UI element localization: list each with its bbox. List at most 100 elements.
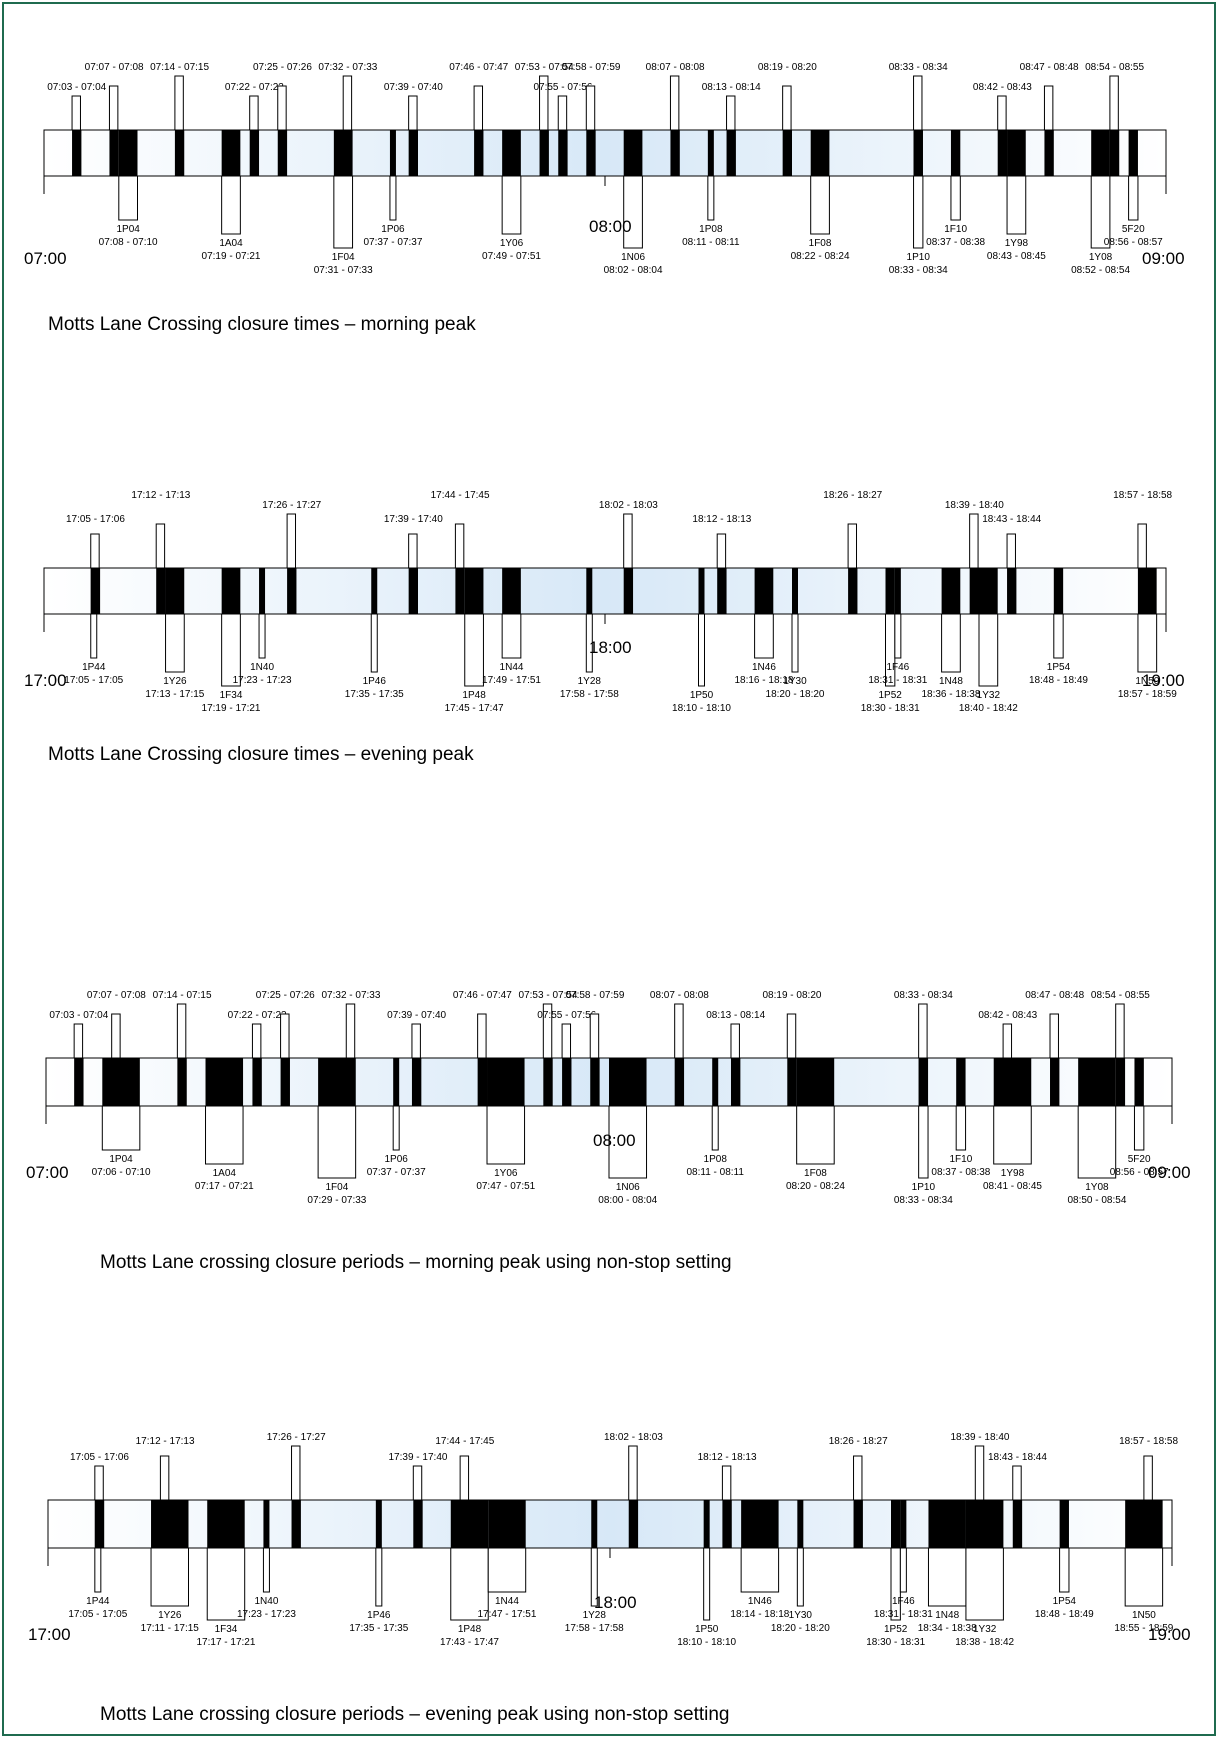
closure-below-label: 08:33 - 08:34 [889,265,948,276]
closure-above-block [726,130,736,176]
train-code-label: 1N46 [752,662,776,673]
closure-below-block [488,1500,526,1548]
closure-above-box [73,1023,84,1059]
closure-below-label: 07:19 - 07:21 [202,251,261,262]
closure-above-label: 08:47 - 08:48 [1025,990,1084,1001]
closure-above-label: 17:26 - 17:27 [262,500,321,511]
closure-above-box [913,75,923,131]
train-code-label: 1N50 [1135,676,1159,687]
train-code-label: 1P54 [1047,662,1071,673]
train-code-label: 1N48 [939,676,963,687]
closure-above-box [71,95,81,131]
closure-above-label: 07:55 - 07:56 [537,1010,596,1021]
closure-above-label: 18:26 - 18:27 [823,490,882,501]
closure-below-label: 17:58 - 17:58 [565,1623,624,1634]
closure-above-box [249,95,259,131]
train-code-label: 1A04 [213,1168,237,1179]
closure-below-label: 07:17 - 07:21 [195,1181,254,1192]
closure-above-block [177,1058,187,1106]
closure-above-label: 18:57 - 18:58 [1119,1436,1178,1447]
train-code-label: 1N48 [935,1610,959,1621]
closure-below-box [590,1547,598,1607]
closure-above-box [853,1455,863,1501]
closure-above-block [787,1058,797,1106]
closure-below-box [791,613,799,673]
closure-above-box [726,95,736,131]
train-code-label: 1Y06 [500,238,524,249]
diagram-am: 07:03 - 07:04 07:07 - 07:08 07:14 - 07:15 0… [24,62,1185,335]
closure-above-label: 17:26 - 17:27 [267,1432,326,1443]
closure-below-block [1137,568,1157,614]
closure-below-block [90,568,97,614]
train-code-label: 1N44 [500,662,524,673]
closure-above-block [562,1058,572,1106]
closure-below-label: 18:20 - 18:20 [766,689,825,700]
closure-below-block [941,568,961,614]
closure-above-label: 08:42 - 08:43 [973,82,1032,93]
closure-below-block [950,130,961,176]
closure-above-label: 07:14 - 07:15 [153,990,212,1001]
closure-below-box [221,175,241,235]
closure-below-block [1128,130,1138,176]
closure-below-label: 18:57 - 18:59 [1118,689,1177,700]
closure-below-box [1059,1547,1070,1593]
closure-above-box [459,1455,470,1501]
closure-above-box [561,1023,572,1059]
closure-below-label: 07:08 - 07:10 [99,237,158,248]
closure-above-box [1012,1465,1022,1501]
closure-below-box [501,175,522,235]
closure-below-label: 18:38 - 18:42 [955,1637,1014,1648]
closure-above-box [1002,1023,1013,1059]
closure-below-block [263,1500,270,1548]
closure-below-box [206,1547,246,1621]
closure-above-label: 08:54 - 08:55 [1085,62,1144,73]
closure-above-block [1044,130,1054,176]
closure-below-box [389,175,397,221]
closure-below-box [205,1105,244,1165]
closure-below-label: 17:13 - 17:15 [145,689,204,700]
closure-below-block [810,130,830,176]
closure-above-label: 08:13 - 08:14 [702,82,761,93]
closure-below-label: 08:20 - 08:24 [786,1181,845,1192]
train-code-label: 1Y08 [1089,252,1113,263]
end-time-label: 09:00 [1142,249,1185,268]
closure-below-label: 18:14 - 18:18 [730,1609,789,1620]
diagram-am-nonstop: 07:03 - 07:04 07:07 - 07:08 07:14 - 07:15 0… [26,990,1191,1273]
train-code-label: 1N40 [254,1596,278,1607]
closure-below-box [927,1547,967,1607]
closure-below-box [1077,1105,1117,1179]
train-code-label: 1P54 [1053,1596,1077,1607]
closure-above-box [847,523,858,569]
closure-below-block [792,568,798,614]
closure-above-box [174,75,184,131]
closure-above-box [286,513,297,569]
closure-above-box [408,533,418,569]
closure-above-label: 08:19 - 08:20 [758,62,817,73]
closure-below-box [810,175,830,235]
closure-above-block [848,568,858,614]
train-code-label: 1F08 [809,238,832,249]
train-code-label: 1Y28 [578,676,602,687]
closure-below-label: 08:50 - 08:54 [1067,1195,1126,1206]
closure-above-box [974,1445,985,1501]
start-time-label: 07:00 [24,249,67,268]
train-code-label: 1F08 [804,1168,827,1179]
closure-below-block [796,1058,835,1106]
closure-below-box [1137,613,1158,673]
closure-below-block [502,568,521,614]
closure-above-box [918,1003,928,1059]
mid-time-label: 08:00 [589,217,632,236]
closure-below-label: 08:37 - 08:38 [931,1167,990,1178]
closure-below-box [94,1547,102,1593]
train-code-label: 1A04 [219,238,243,249]
train-code-label: 1P06 [385,1154,409,1165]
train-code-label: 1N06 [616,1182,640,1193]
closure-below-label: 17:23 - 17:23 [233,675,292,686]
closure-below-box [370,613,378,673]
train-code-label: 1Y26 [158,1610,182,1621]
closure-above-label: 17:12 - 17:13 [131,490,190,501]
closure-above-box [411,1023,421,1059]
closure-below-label: 18:55 - 18:59 [1114,1623,1173,1634]
closure-below-block [623,130,643,176]
closure-below-label: 08:56 - 08:57 [1110,1167,1169,1178]
